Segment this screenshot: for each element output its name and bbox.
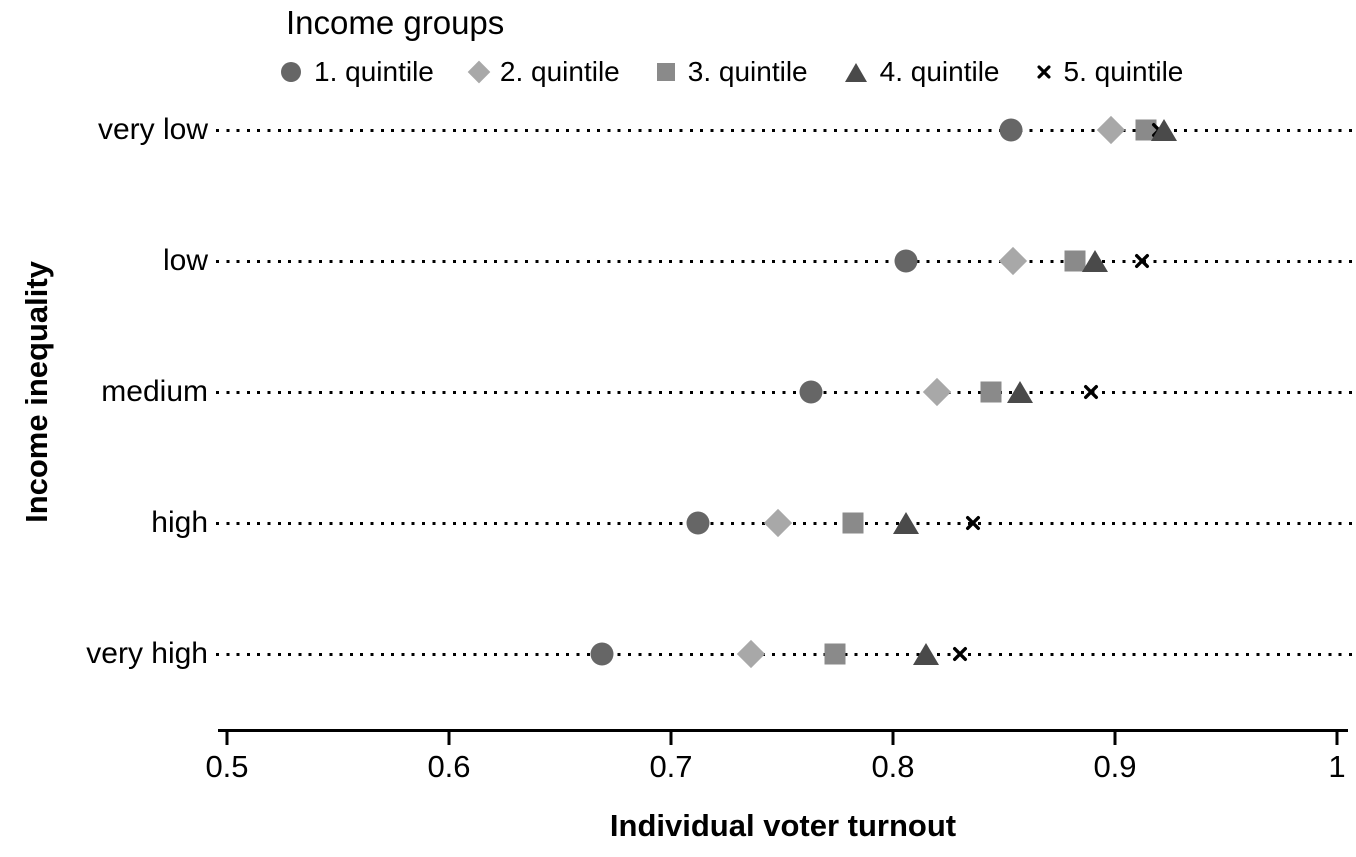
x-tick-label: 0.5 xyxy=(205,749,249,784)
legend-label: 3. quintile xyxy=(687,56,808,87)
category-label-medium: medium xyxy=(101,375,208,408)
marker-quintile-5 xyxy=(952,647,967,662)
marker-quintile-4 xyxy=(1150,119,1177,141)
dotted-gridline xyxy=(216,391,1352,394)
legend-label: 4. quintile xyxy=(879,56,1000,87)
legend-item-quintile-3: 3. quintile xyxy=(656,56,808,88)
x-tick xyxy=(1113,731,1117,745)
dotted-gridline xyxy=(216,129,1352,132)
marker-quintile-2 xyxy=(998,246,1028,276)
marker-quintile-5 xyxy=(1083,385,1098,400)
category-label-high: high xyxy=(151,506,208,539)
marker-quintile-3 xyxy=(824,643,846,665)
x-tick-label: 0.8 xyxy=(871,749,915,784)
marker-quintile-3 xyxy=(1064,250,1086,272)
x-icon xyxy=(1036,65,1051,79)
marker-quintile-1 xyxy=(999,118,1023,142)
marker-quintile-5 xyxy=(1134,254,1149,269)
x-axis-line xyxy=(218,729,1348,732)
marker-quintile-3 xyxy=(842,512,864,534)
triangle-icon xyxy=(844,62,867,82)
marker-quintile-1 xyxy=(686,511,710,535)
marker-quintile-4 xyxy=(1082,250,1109,272)
marker-quintile-2 xyxy=(763,508,792,538)
legend-label: 2. quintile xyxy=(499,56,620,87)
legend-item-quintile-1: 1. quintile xyxy=(281,56,434,88)
dotted-gridline xyxy=(216,260,1352,263)
marker-quintile-1 xyxy=(799,380,823,404)
legend-label: 5. quintile xyxy=(1063,56,1184,87)
circle-icon xyxy=(281,62,301,82)
diamond-icon xyxy=(467,60,491,84)
marker-quintile-2 xyxy=(1096,115,1125,145)
marker-quintile-4 xyxy=(913,643,940,665)
marker-quintile-1 xyxy=(894,249,918,273)
x-tick xyxy=(447,731,451,745)
legend-label: 1. quintile xyxy=(314,56,434,87)
marker-quintile-1 xyxy=(590,642,614,666)
x-tick xyxy=(891,731,895,745)
legend-item-quintile-4: 4. quintile xyxy=(844,56,1000,88)
square-icon xyxy=(656,63,675,81)
dotted-gridline xyxy=(216,653,1352,656)
category-label-very-high: very high xyxy=(86,637,208,670)
x-tick-label: 1 xyxy=(1328,749,1346,784)
x-tick-label: 0.9 xyxy=(1093,749,1137,784)
marker-quintile-3 xyxy=(980,381,1002,403)
legend-item-quintile-2: 2. quintile xyxy=(467,56,620,88)
marker-quintile-4 xyxy=(893,512,920,534)
marker-quintile-5 xyxy=(965,516,980,531)
x-tick xyxy=(1335,731,1339,745)
legend-title: Income groups xyxy=(286,4,505,41)
x-tick-label: 0.6 xyxy=(427,749,471,784)
category-label-very-low: very low xyxy=(97,113,208,146)
x-tick xyxy=(669,731,673,745)
category-label-low: low xyxy=(162,244,208,277)
marker-quintile-2 xyxy=(736,639,766,669)
marker-quintile-4 xyxy=(1006,381,1033,403)
x-tick-label: 0.7 xyxy=(649,749,693,784)
x-tick xyxy=(225,731,229,745)
marker-quintile-2 xyxy=(923,377,952,407)
x-axis-title: Individual voter turnout xyxy=(609,808,957,843)
legend: 1. quintile 2. quintile 3. quintile 4. quin… xyxy=(281,52,1183,92)
legend-item-quintile-5: 5. quintile xyxy=(1036,56,1184,88)
